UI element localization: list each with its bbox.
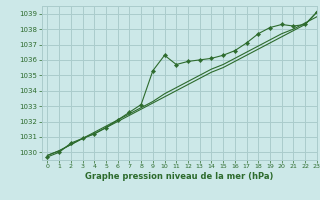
X-axis label: Graphe pression niveau de la mer (hPa): Graphe pression niveau de la mer (hPa) [85,172,273,181]
